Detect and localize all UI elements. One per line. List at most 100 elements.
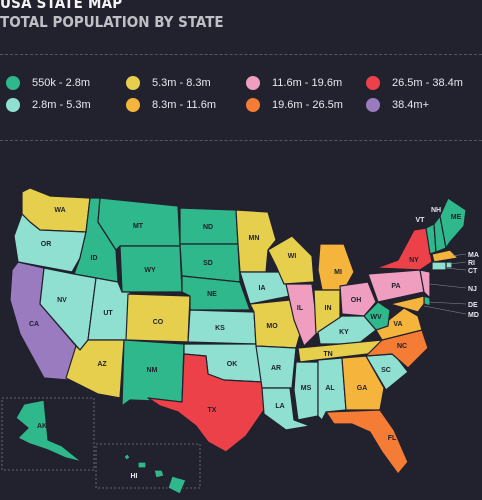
legend-item-1: 550k - 2.8m <box>6 76 90 90</box>
label-IL: IL <box>297 305 304 312</box>
legend-swatch <box>246 76 260 90</box>
state-MA[interactable] <box>431 249 459 263</box>
label-ND: ND <box>203 224 213 231</box>
label-TX: TX <box>208 407 217 414</box>
legend-item-3: 5.3m - 8.3m <box>126 76 211 90</box>
label-UT: UT <box>103 310 113 317</box>
map-subtitle: TOTAL POPULATION BY STATE <box>0 13 224 31</box>
label-SD: SD <box>203 260 213 267</box>
label-AZ: AZ <box>97 361 107 368</box>
legend-label: 550k - 2.8m <box>32 77 91 89</box>
leader-lines <box>423 253 467 315</box>
legend-swatch <box>126 98 140 112</box>
state-MD[interactable] <box>389 295 425 313</box>
state-IL[interactable] <box>285 283 319 347</box>
state-HI-island-4[interactable] <box>167 475 187 495</box>
label-CA: CA <box>29 321 39 328</box>
label-GA: GA <box>357 385 368 392</box>
label-DE: DE <box>468 302 478 309</box>
state-TX[interactable] <box>147 353 265 453</box>
legend-label: 19.6m - 26.5m <box>272 99 343 111</box>
label-WY: WY <box>144 267 156 274</box>
legend-item-6: 19.6m - 26.5m <box>246 98 343 112</box>
label-MN: MN <box>249 235 260 242</box>
label-NE: NE <box>207 291 217 298</box>
state-OH[interactable] <box>339 281 377 317</box>
state-AK[interactable] <box>15 399 83 463</box>
map-title: USA STATE MAP <box>0 0 123 12</box>
legend-swatch <box>6 98 20 112</box>
state-NY[interactable] <box>375 227 433 271</box>
label-AK: AK <box>37 423 47 430</box>
label-NM: NM <box>147 367 158 374</box>
legend-label: 8.3m - 11.6m <box>152 99 216 111</box>
legend-label: 11.6m - 19.6m <box>272 77 343 89</box>
label-WA: WA <box>54 207 65 214</box>
label-IA: IA <box>259 285 266 292</box>
state-WI[interactable] <box>267 235 315 285</box>
label-MO: MO <box>266 323 278 330</box>
state-FL[interactable] <box>325 409 409 475</box>
label-VT: VT <box>416 217 426 224</box>
label-LA: LA <box>275 403 284 410</box>
legend-label: 38.4m+ <box>392 99 429 111</box>
state-HI-island-2[interactable] <box>137 461 147 469</box>
state-HI[interactable] <box>123 453 131 461</box>
state-WV[interactable] <box>363 301 391 331</box>
state-HI-island-3[interactable] <box>153 469 165 479</box>
state-LA[interactable] <box>261 387 311 431</box>
label-RI: RI <box>468 260 475 267</box>
state-CO[interactable] <box>125 293 191 343</box>
label-NH: NH <box>431 207 441 214</box>
divider-top <box>0 54 482 55</box>
label-OK: OK <box>227 361 238 368</box>
state-MN[interactable] <box>235 209 277 273</box>
legend-item-8: 38.4m+ <box>366 98 429 112</box>
label-NV: NV <box>57 297 67 304</box>
label-CO: CO <box>153 319 164 326</box>
divider-bottom <box>0 140 482 141</box>
state-DE[interactable] <box>423 295 431 307</box>
label-MT: MT <box>133 223 144 230</box>
legend-item-7: 26.5m - 38.4m <box>366 76 463 90</box>
label-OH: OH <box>351 297 362 304</box>
label-NY: NY <box>409 257 419 264</box>
label-HI: HI <box>131 473 138 480</box>
label-CT: CT <box>468 268 478 275</box>
legend-item-5: 11.6m - 19.6m <box>246 76 342 90</box>
state-MS[interactable] <box>293 361 319 421</box>
label-KY: KY <box>339 329 349 336</box>
label-IN: IN <box>325 305 332 312</box>
legend-item-4: 8.3m - 11.6m <box>126 98 216 112</box>
state-AR[interactable] <box>255 345 297 389</box>
legend-swatch <box>366 98 380 112</box>
label-AR: AR <box>271 365 281 372</box>
label-SC: SC <box>381 367 391 374</box>
label-KS: KS <box>215 325 225 332</box>
legend-swatch <box>126 76 140 90</box>
label-NJ: NJ <box>468 286 477 293</box>
state-AZ[interactable] <box>65 339 125 399</box>
label-WI: WI <box>288 253 297 260</box>
label-WV: WV <box>370 314 382 321</box>
label-TN: TN <box>323 351 332 358</box>
label-NC: NC <box>397 343 407 350</box>
legend-label: 5.3m - 8.3m <box>152 77 211 89</box>
label-MA: MA <box>468 252 479 259</box>
state-RI[interactable] <box>445 261 453 269</box>
state-CT[interactable] <box>431 261 447 271</box>
label-OR: OR <box>41 241 52 248</box>
label-ME: ME <box>451 214 462 221</box>
state-VA[interactable] <box>375 307 423 341</box>
legend-label: 2.8m - 5.3m <box>32 99 91 111</box>
state-ME[interactable] <box>439 197 467 249</box>
label-ID: ID <box>91 255 98 262</box>
legend-swatch <box>246 98 260 112</box>
label-MI: MI <box>334 269 342 276</box>
label-AL: AL <box>325 385 335 392</box>
legend-label: 26.5m - 38.4m <box>392 77 463 89</box>
label-FL: FL <box>388 435 397 442</box>
state-MI[interactable] <box>317 243 355 291</box>
legend-swatch <box>366 76 380 90</box>
